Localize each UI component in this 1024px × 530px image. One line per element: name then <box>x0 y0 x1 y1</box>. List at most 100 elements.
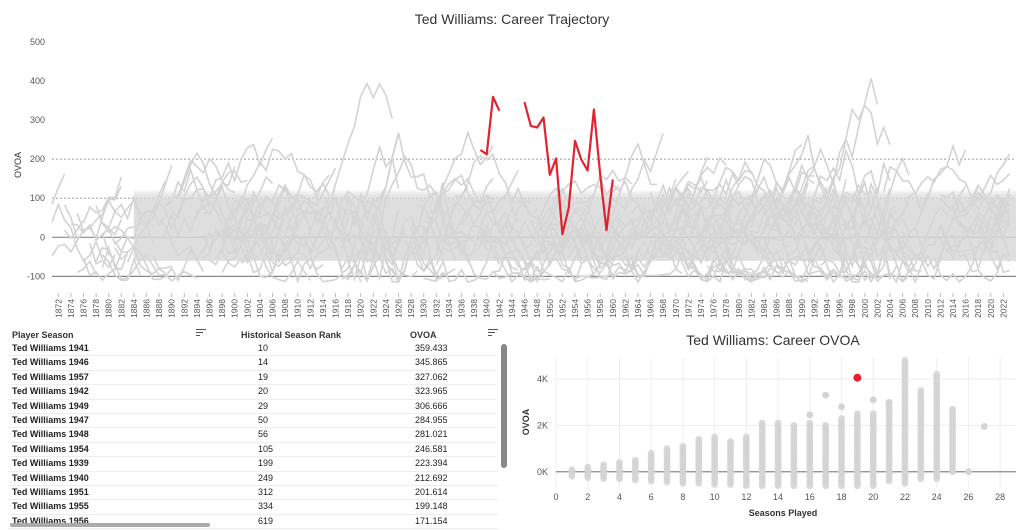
player-point <box>806 411 814 419</box>
scrollbar-thumb[interactable] <box>501 344 507 468</box>
season-rank-cell: 14 <box>258 357 269 368</box>
x-tick-label: 8 <box>680 492 685 502</box>
player-season-cell: Ted Williams 1955 <box>12 501 89 512</box>
player-line <box>971 193 1011 225</box>
player-line <box>977 217 1011 252</box>
x-tick-label: 2000 <box>860 299 870 318</box>
x-tick-label: 1900 <box>230 299 240 318</box>
x-tick-label: 1872 <box>53 299 63 318</box>
player-season-cell: Ted Williams 1957 <box>12 371 89 382</box>
x-axis-label: Seasons Played <box>749 508 818 518</box>
player-season-table: Player Season Historical Season Rank OVO… <box>0 326 512 530</box>
player-line <box>801 198 910 251</box>
player-line <box>284 81 393 250</box>
player-line <box>82 250 128 282</box>
player-line <box>763 195 885 283</box>
player-line <box>605 133 664 216</box>
table-row[interactable]: Ted Williams 1955 334 199.148 <box>8 500 498 515</box>
x-tick-label: 1996 <box>835 299 845 318</box>
player-line <box>656 225 753 265</box>
table-row[interactable]: Ted Williams 1954 105 246.581 <box>8 443 498 458</box>
player-line <box>259 174 330 257</box>
table-row[interactable]: Ted Williams 1942 20 323.965 <box>8 385 498 400</box>
player-line <box>221 183 292 273</box>
table-row[interactable]: Ted Williams 1941 10 359.433 <box>8 342 498 357</box>
ovoa-cell: 306.666 <box>415 400 448 411</box>
player-line <box>448 186 469 223</box>
x-tick-label: 1916 <box>331 299 341 318</box>
player-point <box>568 466 576 473</box>
x-tick-label: 20 <box>868 492 878 502</box>
all-players-lines <box>51 78 1016 285</box>
x-tick-label: 2006 <box>898 299 908 318</box>
table-row[interactable]: Ted Williams 1947 50 284.955 <box>8 414 498 429</box>
player-point <box>838 403 845 411</box>
column-header-season-rank[interactable]: Historical Season Rank <box>241 330 342 340</box>
x-tick-label: 1994 <box>822 299 832 318</box>
player-line <box>726 202 822 251</box>
density-band <box>133 190 1016 261</box>
player-line <box>807 148 891 217</box>
column-header-ovoa[interactable]: OVOA <box>410 330 437 340</box>
player-line <box>952 153 1011 221</box>
x-tick-label: 1976 <box>709 299 719 318</box>
table-body: Ted Williams 1941 10 359.433 Ted Williams 1… <box>8 342 498 530</box>
x-tick-label: 1968 <box>658 299 668 318</box>
player-line <box>101 254 141 282</box>
table-row[interactable]: Ted Williams 1949 29 306.666 <box>8 400 498 414</box>
ovoa-cell: 281.021 <box>415 429 448 440</box>
x-tick-label: 1936 <box>457 299 467 318</box>
player-line <box>89 242 116 269</box>
y-tick-label: 0 <box>40 232 45 242</box>
x-tick-label: 10 <box>710 492 720 502</box>
player-line <box>240 248 324 284</box>
player-line <box>158 218 204 263</box>
x-tick-label: 1910 <box>293 299 303 318</box>
sort-icon[interactable] <box>196 329 206 339</box>
x-tick-label: 12 <box>741 492 751 502</box>
sort-icon[interactable] <box>488 329 498 339</box>
player-line <box>209 248 242 268</box>
table-row[interactable]: Ted Williams 1948 56 281.021 <box>8 428 498 443</box>
x-tick-label: 1920 <box>356 299 366 318</box>
x-tick-label: 1972 <box>683 299 693 318</box>
player-line <box>763 214 784 234</box>
player-point <box>980 423 988 430</box>
player-line <box>738 270 771 279</box>
horizontal-scrollbar[interactable] <box>10 523 210 527</box>
density-band <box>133 200 1016 261</box>
x-tick-label: 1898 <box>217 299 227 318</box>
player-line <box>417 191 519 238</box>
player-line <box>441 240 550 284</box>
x-tick-label: 1894 <box>192 299 202 318</box>
y-tick-label: 0K <box>537 467 548 477</box>
x-tick-label: 2008 <box>910 299 920 318</box>
x-tick-label: 1946 <box>520 299 530 318</box>
player-line <box>341 193 400 283</box>
x-tick-label: 1906 <box>268 299 278 318</box>
x-tick-label: 1954 <box>570 299 580 318</box>
player-line <box>788 104 891 226</box>
player-point <box>600 461 607 469</box>
season-rank-cell: 199 <box>258 458 274 469</box>
table-row[interactable]: Ted Williams 1957 19 327.062 <box>8 371 498 386</box>
season-rank-cell: 50 <box>258 414 269 425</box>
table-row[interactable]: Ted Williams 1940 249 212.692 <box>8 472 498 486</box>
table-row[interactable]: Ted Williams 1939 199 223.394 <box>8 457 498 472</box>
vertical-scrollbar[interactable] <box>500 342 508 530</box>
table-row[interactable]: Ted Williams 1951 312 201.614 <box>8 486 498 501</box>
x-tick-label: 1930 <box>419 299 429 318</box>
ovoa-cell: 359.433 <box>415 343 448 353</box>
player-point <box>933 370 941 378</box>
x-tick-label: 1892 <box>179 299 189 318</box>
table-row[interactable]: Ted Williams 1946 14 345.865 <box>8 356 498 371</box>
player-line <box>505 237 532 269</box>
season-rank-cell: 334 <box>258 501 274 512</box>
player-point <box>949 405 956 413</box>
table-row[interactable]: Ted Williams 1956 619 171.154 <box>8 515 498 530</box>
column-header-player-season[interactable]: Player Season <box>12 330 74 340</box>
player-line <box>70 207 167 245</box>
x-tick-label: 2002 <box>872 299 882 318</box>
player-line <box>763 237 790 255</box>
player-point <box>679 442 687 450</box>
